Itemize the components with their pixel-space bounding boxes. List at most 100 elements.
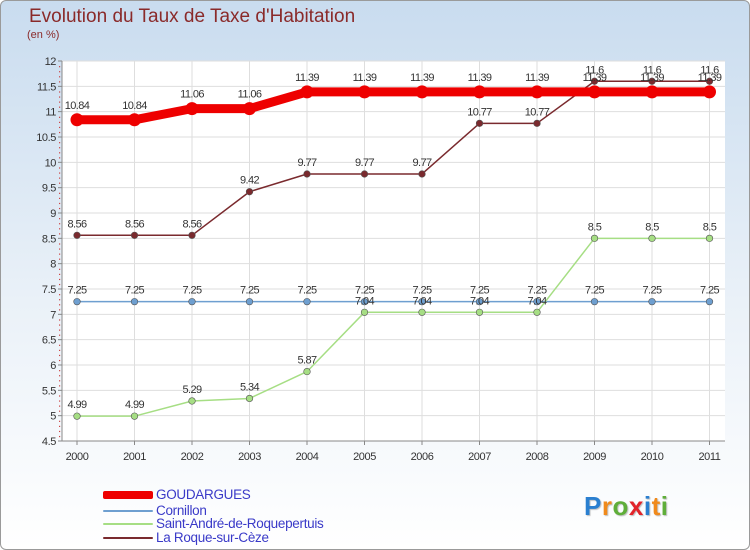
x-tick-label: 2011 [698,451,720,463]
data-point [358,85,371,99]
data-label: 7.25 [470,285,489,297]
data-label: 8.56 [125,218,144,230]
y-minor-tick [59,152,61,154]
legend-item-saint-andre: Saint-André-de-Roquepertuis [103,516,324,531]
y-minor-tick [59,375,61,377]
y-minor-tick [59,177,61,179]
y-tick-label: 11 [45,107,56,119]
y-minor-tick [59,359,61,362]
y-minor-tick [59,294,61,296]
y-minor-tick [59,354,61,357]
data-point [360,298,369,306]
data-label: 10.84 [122,100,147,112]
data-point [303,367,311,376]
y-tick-label: 5.5 [42,385,56,397]
data-label: 11.6 [700,64,719,76]
data-label: 7.25 [700,285,719,297]
y-minor-tick [59,76,61,78]
y-minor-tick [59,207,61,210]
data-point [648,298,656,306]
y-minor-tick [59,420,61,422]
logo-letter: x [628,491,644,521]
data-point [360,170,369,178]
data-label: 7.25 [182,285,201,297]
legend-swatch-la-roque [103,536,153,539]
y-minor-tick [59,218,61,220]
y-minor-tick [59,370,61,372]
data-point [418,298,426,306]
data-point [188,298,196,306]
plot-area [62,61,725,441]
data-label: 8.5 [645,221,659,233]
data-point [188,231,196,239]
data-point [645,85,659,99]
y-tick-label: 10.5 [36,132,56,144]
series-line-3 [76,80,711,237]
data-point [533,298,541,306]
data-point [243,102,256,116]
y-minor-tick [59,435,61,438]
data-label: 11.39 [295,72,319,84]
legend-label-saint-andre: Saint-André-de-Roquepertuis [156,516,324,531]
x-tick-label: 2001 [123,451,146,463]
y-minor-tick [59,410,61,412]
data-point [303,170,311,178]
data-label: 4.99 [125,399,144,411]
legend-swatch-cornillon [103,509,153,512]
y-minor-tick [59,430,61,433]
logo-letter: r [601,491,613,521]
legend-item-la-roque: La Roque-sur-Cèze [103,530,269,545]
data-point [588,85,601,99]
y-minor-tick [59,116,61,118]
data-point [533,119,541,127]
data-point [360,308,369,316]
data-label: 11.39 [698,72,722,84]
x-tick-label: 2009 [583,451,606,463]
x-tick-label: 2000 [66,451,89,463]
y-tick-label: 6.5 [42,335,56,347]
data-point [475,119,484,127]
data-label: 7.25 [297,285,316,297]
data-label: 8.5 [588,221,602,233]
y-minor-tick [59,228,61,230]
legend-label-cornillon: Cornillon [156,503,207,518]
x-tick-label: 2007 [468,451,491,463]
y-minor-tick [59,142,61,144]
data-point [245,394,254,403]
data-point [73,298,81,306]
data-point [130,298,139,306]
y-tick-label: 7 [50,309,56,321]
data-point [300,85,314,99]
legend-label-goudargues: GOUDARGUES [156,487,251,502]
data-label: 7.04 [470,295,489,307]
y-minor-tick [59,202,61,205]
x-tick-label: 2006 [411,451,434,463]
data-label: 11.6 [585,64,604,76]
x-tick-label: 2003 [238,451,261,463]
x-tick-label: 2002 [181,451,204,463]
data-point [188,397,196,405]
data-point [475,308,484,316]
y-minor-tick [59,126,61,129]
data-label: 11.06 [180,89,204,101]
y-minor-tick [59,121,61,123]
y-minor-tick [59,223,61,225]
legend-item-goudargues: GOUDARGUES [103,487,251,502]
data-point [533,308,541,316]
y-minor-tick [59,258,61,260]
y-minor-tick [59,299,61,301]
y-tick-label: 4.5 [42,436,56,448]
y-minor-tick [59,400,61,402]
y-minor-tick [59,101,61,103]
y-axis-unit: (en %) [27,29,60,41]
data-point [73,412,81,420]
data-label: 11.39 [410,72,434,84]
data-label: 11.39 [353,72,377,84]
data-point [185,102,199,116]
data-point [245,188,254,196]
data-label: 5.34 [240,381,259,393]
data-point [705,77,714,85]
data-label: 10.77 [467,106,492,118]
data-point [73,231,81,239]
y-minor-tick [59,233,61,235]
